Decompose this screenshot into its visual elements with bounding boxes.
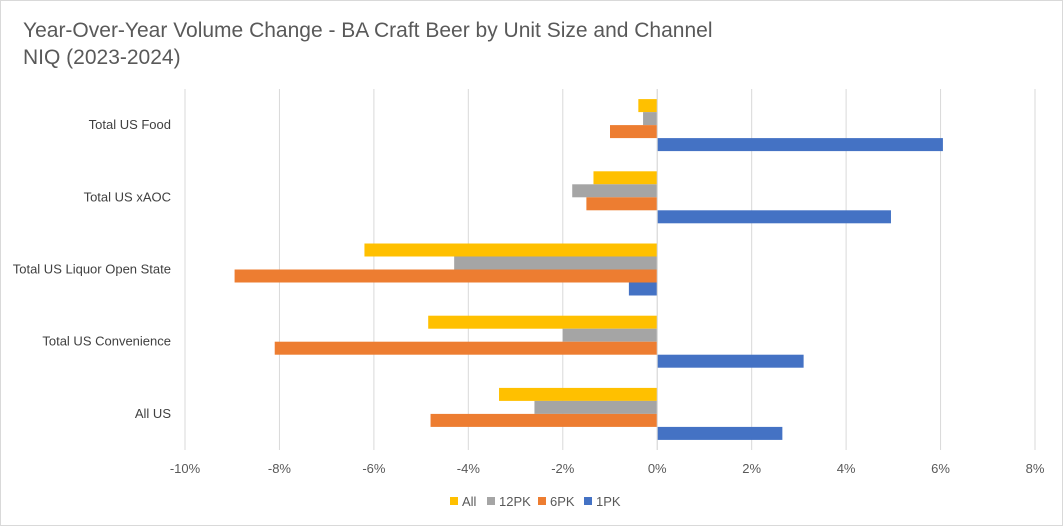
legend-swatch-6pk[interactable] bbox=[538, 497, 546, 505]
bar-6pk-0[interactable] bbox=[610, 125, 658, 139]
x-tick-label: 0% bbox=[648, 461, 667, 476]
bar-all-0[interactable] bbox=[638, 99, 658, 113]
x-tick-label: 8% bbox=[1026, 461, 1045, 476]
x-tick-label: 6% bbox=[931, 461, 950, 476]
legend-swatch-1pk[interactable] bbox=[584, 497, 592, 505]
bar-6pk-3[interactable] bbox=[274, 341, 658, 355]
legend[interactable]: All 12PK 6PK 1PK bbox=[450, 494, 621, 509]
bar-12pk-1[interactable] bbox=[572, 184, 658, 198]
bar-1pk-4[interactable] bbox=[657, 426, 783, 440]
bars bbox=[234, 99, 943, 440]
x-axis-ticks: -10% -8% -6% -4% -2% 0% 2% 4% 6% 8% bbox=[170, 461, 1045, 476]
x-tick-label: -10% bbox=[170, 461, 201, 476]
category-label: Total US Food bbox=[89, 117, 171, 132]
x-tick-label: -2% bbox=[551, 461, 575, 476]
chart-title: Year-Over-Year Volume Change - BA Craft … bbox=[23, 19, 713, 42]
x-tick-label: 4% bbox=[837, 461, 856, 476]
legend-swatch-12pk[interactable] bbox=[487, 497, 495, 505]
bar-all-4[interactable] bbox=[499, 387, 658, 401]
bar-all-1[interactable] bbox=[593, 171, 658, 185]
bar-12pk-2[interactable] bbox=[454, 256, 658, 270]
legend-label-6pk[interactable]: 6PK bbox=[550, 494, 575, 509]
legend-label-all[interactable]: All bbox=[462, 494, 477, 509]
legend-swatch-all[interactable] bbox=[450, 497, 458, 505]
bar-all-2[interactable] bbox=[364, 243, 658, 257]
bar-6pk-4[interactable] bbox=[430, 413, 658, 427]
bar-12pk-3[interactable] bbox=[562, 328, 658, 342]
x-tick-label: 2% bbox=[742, 461, 761, 476]
legend-label-1pk[interactable]: 1PK bbox=[596, 494, 621, 509]
x-tick-label: -8% bbox=[268, 461, 292, 476]
bar-12pk-4[interactable] bbox=[534, 400, 658, 414]
category-labels: Total US Food Total US xAOC Total US Liquo… bbox=[13, 117, 172, 421]
bar-all-3[interactable] bbox=[428, 315, 658, 329]
chart-title-block: Year-Over-Year Volume Change - BA Craft … bbox=[23, 17, 713, 71]
bar-1pk-2[interactable] bbox=[628, 282, 658, 296]
legend-label-12pk[interactable]: 12PK bbox=[499, 494, 531, 509]
x-tick-label: -4% bbox=[457, 461, 481, 476]
category-label: All US bbox=[135, 406, 171, 421]
bar-6pk-2[interactable] bbox=[234, 269, 658, 283]
category-label: Total US xAOC bbox=[84, 189, 171, 204]
chart-subtitle: NIQ (2023-2024) bbox=[23, 46, 181, 69]
category-label: Total US Liquor Open State bbox=[13, 262, 171, 277]
bar-6pk-1[interactable] bbox=[586, 197, 658, 211]
bar-12pk-0[interactable] bbox=[643, 112, 658, 126]
bar-1pk-3[interactable] bbox=[657, 354, 804, 368]
bar-1pk-0[interactable] bbox=[657, 138, 943, 152]
category-label: Total US Convenience bbox=[42, 334, 171, 349]
x-tick-label: -6% bbox=[362, 461, 386, 476]
bar-1pk-1[interactable] bbox=[657, 210, 891, 224]
